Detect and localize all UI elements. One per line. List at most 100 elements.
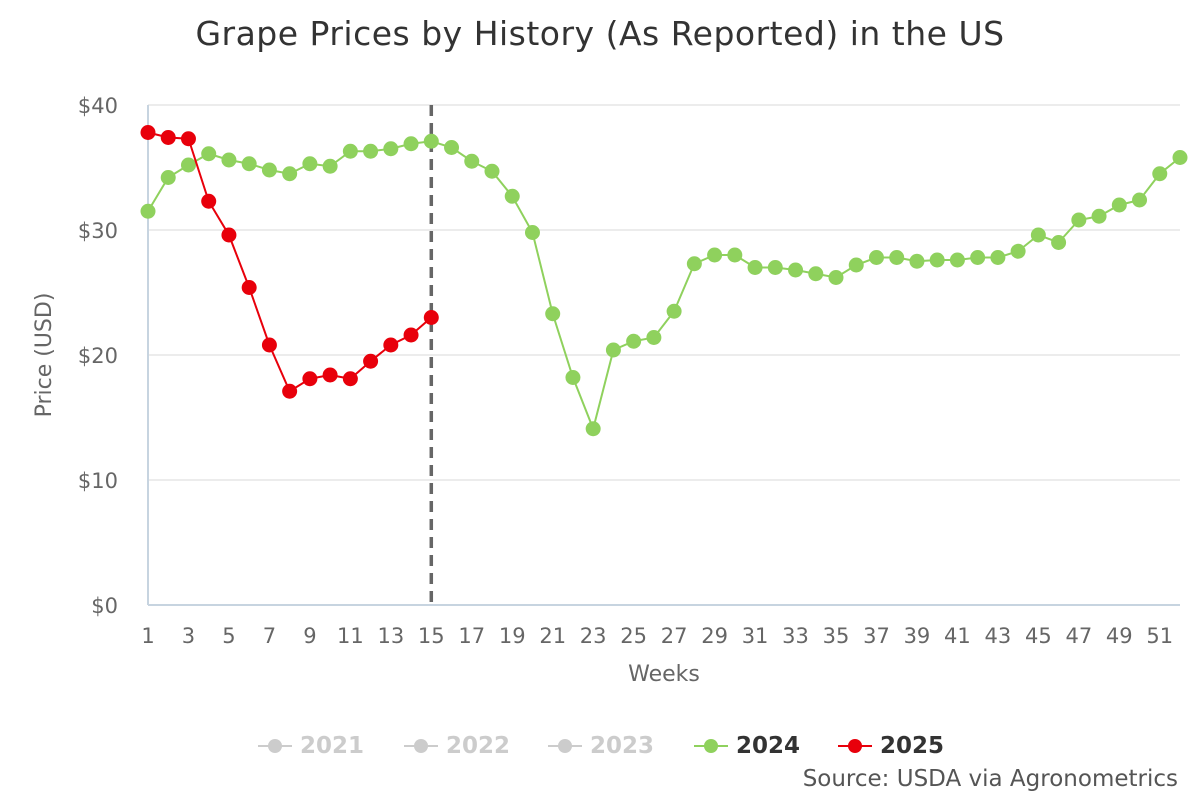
data-point-2024[interactable]	[1010, 243, 1026, 259]
source-credit: Source: USDA via Agronometrics	[802, 766, 1178, 792]
x-tick-label: 25	[620, 624, 647, 648]
data-point-2024[interactable]	[727, 247, 743, 263]
legend-item-2022[interactable]: 2022	[404, 730, 510, 762]
data-point-2024[interactable]	[747, 260, 763, 275]
legend-item-2021[interactable]: 2021	[258, 730, 364, 762]
data-point-2025[interactable]	[342, 371, 358, 387]
data-point-2024[interactable]	[929, 252, 945, 268]
data-point-2025[interactable]	[322, 367, 338, 383]
data-point-2024[interactable]	[707, 247, 723, 263]
data-point-2024[interactable]	[868, 250, 884, 265]
data-point-2024[interactable]	[484, 163, 500, 179]
data-point-2024[interactable]	[342, 143, 358, 159]
y-tick-label: $0	[91, 594, 118, 618]
x-tick-label: 13	[377, 624, 404, 648]
data-point-2024[interactable]	[585, 421, 601, 437]
data-point-2025[interactable]	[241, 280, 257, 295]
data-point-2024[interactable]	[282, 166, 298, 182]
data-point-2024[interactable]	[423, 133, 439, 149]
data-point-2024[interactable]	[686, 256, 702, 272]
x-tick-label: 27	[661, 624, 688, 648]
data-point-2024[interactable]	[949, 252, 965, 268]
x-tick-label: 45	[1025, 624, 1052, 648]
data-point-2024[interactable]	[464, 153, 480, 169]
data-point-2024[interactable]	[626, 333, 642, 349]
legend-item-2023[interactable]: 2023	[548, 730, 654, 762]
data-point-2024[interactable]	[666, 303, 682, 319]
data-point-2024[interactable]	[241, 156, 257, 172]
chart-title: Grape Prices by History (As Reported) in…	[195, 14, 1005, 53]
data-point-2025[interactable]	[383, 337, 399, 353]
data-point-2025[interactable]	[160, 130, 176, 145]
data-point-2025[interactable]	[423, 310, 439, 325]
data-point-2024[interactable]	[808, 266, 824, 282]
data-point-2025[interactable]	[261, 337, 277, 353]
data-point-2024[interactable]	[767, 260, 783, 275]
x-tick-label: 19	[499, 624, 526, 648]
data-point-2024[interactable]	[322, 158, 338, 174]
data-point-2024[interactable]	[363, 143, 379, 159]
chart-plot: $0$10$20$30$401 3 5 7 9 11 13 15 17 19 21 23 25 27 29 3…	[32, 94, 1188, 687]
data-point-2024[interactable]	[1051, 235, 1067, 250]
data-point-2024[interactable]	[201, 146, 217, 162]
data-point-2025[interactable]	[140, 125, 156, 140]
x-tick-label: 11	[337, 624, 364, 648]
data-point-2025[interactable]	[302, 371, 318, 387]
data-point-2024[interactable]	[605, 342, 621, 358]
legend-label: 2023	[590, 733, 655, 759]
data-point-2024[interactable]	[180, 157, 196, 173]
data-point-2024[interactable]	[383, 141, 399, 157]
data-point-2024[interactable]	[221, 152, 237, 168]
data-point-2025[interactable]	[180, 131, 196, 147]
data-point-2024[interactable]	[889, 250, 905, 265]
legend-label: 2025	[880, 733, 945, 759]
data-point-2024[interactable]	[828, 270, 844, 285]
legend-marker-icon	[548, 736, 582, 756]
legend-marker-icon	[258, 736, 292, 756]
x-tick-label: 5	[222, 624, 235, 648]
x-tick-label: 51	[1146, 624, 1173, 648]
y-axis-title: Price (USD)	[32, 293, 57, 418]
data-point-2024[interactable]	[1091, 208, 1107, 224]
data-point-2025[interactable]	[403, 327, 419, 343]
series-line-2024	[147, 140, 1181, 432]
data-point-2024[interactable]	[444, 140, 460, 155]
legend-item-2025[interactable]: 2025	[838, 730, 944, 762]
data-point-2025[interactable]	[221, 227, 237, 243]
x-tick-label: 3	[182, 624, 195, 648]
data-point-2024[interactable]	[848, 257, 864, 273]
data-point-2024[interactable]	[1132, 192, 1148, 208]
data-point-2024[interactable]	[160, 170, 176, 185]
data-point-2024[interactable]	[1172, 150, 1188, 165]
x-axis-title: Weeks	[628, 662, 700, 687]
data-point-2024[interactable]	[909, 253, 925, 269]
data-point-2024[interactable]	[970, 250, 986, 265]
legend-label: 2021	[300, 733, 365, 759]
data-point-2024[interactable]	[504, 188, 520, 204]
data-point-2024[interactable]	[1152, 166, 1168, 182]
data-point-2024[interactable]	[261, 162, 277, 178]
data-point-2024[interactable]	[403, 136, 419, 152]
data-point-2024[interactable]	[565, 370, 581, 385]
y-tick-label: $10	[78, 469, 118, 493]
data-point-2024[interactable]	[524, 225, 540, 240]
data-point-2025[interactable]	[282, 383, 298, 399]
data-point-2024[interactable]	[1071, 212, 1087, 228]
y-tick-label: $30	[78, 219, 118, 243]
data-point-2025[interactable]	[363, 353, 379, 369]
x-tick-label: 15	[418, 624, 445, 648]
data-point-2024[interactable]	[646, 330, 662, 345]
legend-marker-icon	[838, 736, 872, 756]
data-point-2025[interactable]	[201, 193, 217, 209]
data-point-2024[interactable]	[140, 203, 156, 219]
data-point-2024[interactable]	[990, 250, 1006, 265]
data-point-2024[interactable]	[788, 262, 804, 278]
data-point-2024[interactable]	[545, 306, 561, 322]
data-point-2024[interactable]	[302, 156, 318, 172]
legend-label: 2022	[446, 733, 511, 759]
axes: $0$10$20$30$401 3 5 7 9 11 13 15 17 19 21 23 25 27 29 3…	[32, 94, 1180, 687]
data-point-2024[interactable]	[1111, 197, 1127, 213]
data-point-2024[interactable]	[1030, 227, 1046, 243]
x-tick-label: 17	[458, 624, 485, 648]
legend-item-2024[interactable]: 2024	[694, 730, 800, 762]
